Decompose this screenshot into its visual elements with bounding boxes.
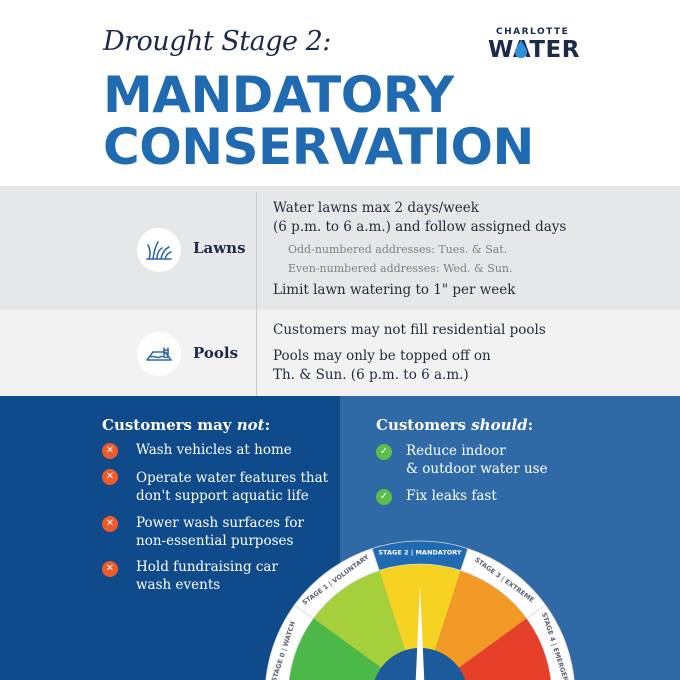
should-item-1-line-2: & outdoor water use (406, 461, 548, 477)
check-icon: ✓ (376, 489, 392, 505)
may-not-item-2-line-1: Operate water features that (136, 470, 329, 486)
pools-label: Pools (193, 344, 239, 362)
lawns-row: Lawns Water lawns max 2 days/week (6 p.m… (0, 186, 680, 310)
x-icon: ✕ (102, 561, 118, 577)
lawns-line-1: Water lawns max 2 days/week (273, 200, 479, 216)
row-divider (256, 310, 257, 396)
lawns-line-2: (6 p.m. to 6 a.m.) and follow assigned d… (273, 219, 567, 235)
gauge-wedge-extreme (434, 570, 527, 668)
x-icon: ✕ (102, 443, 118, 459)
pools-line-2: Pools may only be topped off on (273, 348, 491, 364)
may-not-item-1: Wash vehicles at home (136, 442, 292, 458)
charlotte-water-logo: CHARLOTTE WATER (488, 27, 580, 67)
may-not-panel: Customers may not: ✕ Wash vehicles at ho… (0, 396, 340, 680)
may-not-item-4-line-2: wash events (136, 577, 221, 593)
check-icon: ✓ (376, 444, 392, 460)
x-icon: ✕ (102, 469, 118, 485)
should-item-1-line-1: Reduce indoor (406, 443, 506, 459)
gauge-needle (415, 586, 425, 680)
may-not-item-3-line-2: non-essential purposes (136, 533, 294, 549)
logo-word-text: WATER (488, 37, 580, 63)
header: Drought Stage 2: MANDATORY CONSERVATION … (0, 0, 680, 186)
lawns-even-addresses: Even-numbered addresses: Wed. & Sun. (288, 262, 513, 275)
pools-line-3: Th. & Sun. (6 p.m. to 6 a.m.) (273, 367, 469, 383)
heading-prefix: Customers may (102, 416, 237, 434)
pool-icon (137, 332, 181, 376)
gauge-label-mandatory: STAGE 2 | MANDATORY (378, 549, 462, 558)
x-icon: ✕ (102, 516, 118, 532)
pools-line-1: Customers may not fill residential pools (273, 322, 546, 338)
title-line-1: MANDATORY (103, 66, 454, 124)
may-not-heading: Customers may not: (102, 416, 270, 434)
lawns-limit: Limit lawn watering to 1" per week (273, 282, 516, 298)
gauge-wedge-watch (289, 618, 382, 680)
lawns-label: Lawns (193, 239, 246, 257)
heading-prefix: Customers (376, 416, 472, 434)
heading-suffix: : (527, 416, 534, 434)
may-not-item-3-line-1: Power wash surfaces for (136, 515, 304, 531)
heading-suffix: : (264, 416, 271, 434)
may-not-item-2-line-2: don't support aquatic life (136, 488, 309, 504)
row-divider (256, 192, 257, 310)
lawns-odd-addresses: Odd-numbered addresses: Tues. & Sat. (288, 243, 508, 256)
title-line-2: CONSERVATION (103, 118, 534, 176)
pools-row: Pools Customers may not fill residential… (0, 310, 680, 396)
may-not-item-4-line-1: Hold fundraising car (136, 559, 278, 575)
gauge-wedge-emergency (458, 618, 551, 680)
grass-icon (137, 228, 181, 272)
heading-emphasis: should (471, 416, 528, 434)
gauge-band-emergency (526, 604, 575, 680)
should-item-2: Fix leaks fast (406, 488, 497, 504)
logo-top-text: CHARLOTTE (496, 27, 570, 37)
subtitle: Drought Stage 2: (103, 26, 331, 57)
heading-emphasis: not (236, 416, 265, 434)
should-heading: Customers should: (376, 416, 533, 434)
gauge-wedge-voluntary (313, 570, 406, 668)
water-drop-icon (514, 39, 528, 59)
